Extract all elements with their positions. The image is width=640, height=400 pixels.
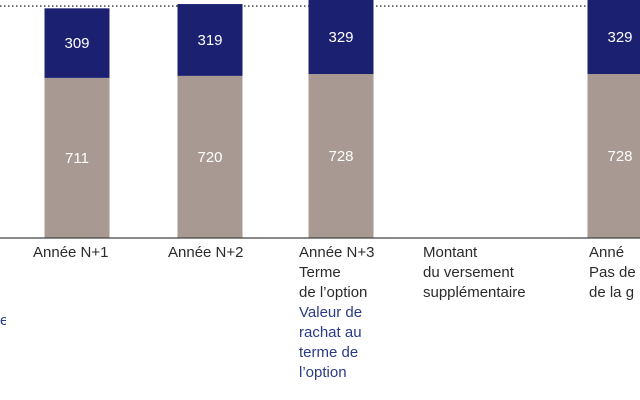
bar-value-label-upper-2: 319 [197, 32, 222, 49]
category-label-line: de la g [589, 284, 635, 301]
bar-segment-lower-1 [44, 77, 110, 238]
bar-segment-upper-1 [44, 8, 110, 78]
bar-value-label-lower-5: 728 [607, 148, 632, 165]
category-label-line: Année N+1 [33, 244, 109, 261]
bar-segment-lower-2 [177, 75, 243, 238]
category-label-1: Année N+1 [33, 243, 108, 263]
category-label-line: du versement [423, 264, 514, 281]
bar-segment-lower-5 [587, 74, 640, 238]
category-label-2: Année N+2 [168, 243, 243, 263]
category-label-4: Montant du versement supplémentaire [423, 243, 526, 303]
category-label-line: Montant [423, 244, 478, 261]
bar-value-label-upper-1: 309 [64, 35, 89, 52]
category-note-line: Valeur de [299, 304, 363, 321]
category-note-line: terme de [299, 344, 359, 361]
category-label-line: Pas de [589, 264, 636, 281]
category-label-line: Terme [299, 264, 341, 281]
category-label-line: Année N+3 [299, 244, 375, 261]
bar-value-label-lower-3: 728 [328, 148, 353, 165]
category-label-5: Anné Pas de de la g [589, 243, 636, 303]
category-label-line: de l’option [299, 284, 368, 301]
bar-segment-upper-2 [177, 4, 243, 76]
bar-segment-lower-3 [308, 74, 374, 238]
bar-value-label-lower-2: 720 [197, 149, 222, 166]
category-note-line: rachat au [299, 324, 362, 341]
bar-value-label-upper-3: 329 [328, 29, 353, 46]
bar-segment-upper-3 [308, 0, 374, 75]
category-label-line: Année N+2 [168, 244, 244, 261]
category-note-line: l’option [299, 364, 347, 381]
bar-value-label-upper-5: 329 [607, 29, 632, 46]
cropped-edge-text: e [0, 312, 6, 329]
category-label-line: Anné [589, 244, 625, 261]
bar-segment-upper-5 [587, 0, 640, 75]
category-label-line: supplémentaire [423, 284, 526, 301]
category-label-3: Année N+3 Terme de l’option Valeur de rachat… [299, 243, 374, 383]
bar-value-label-lower-1: 711 [65, 150, 89, 167]
